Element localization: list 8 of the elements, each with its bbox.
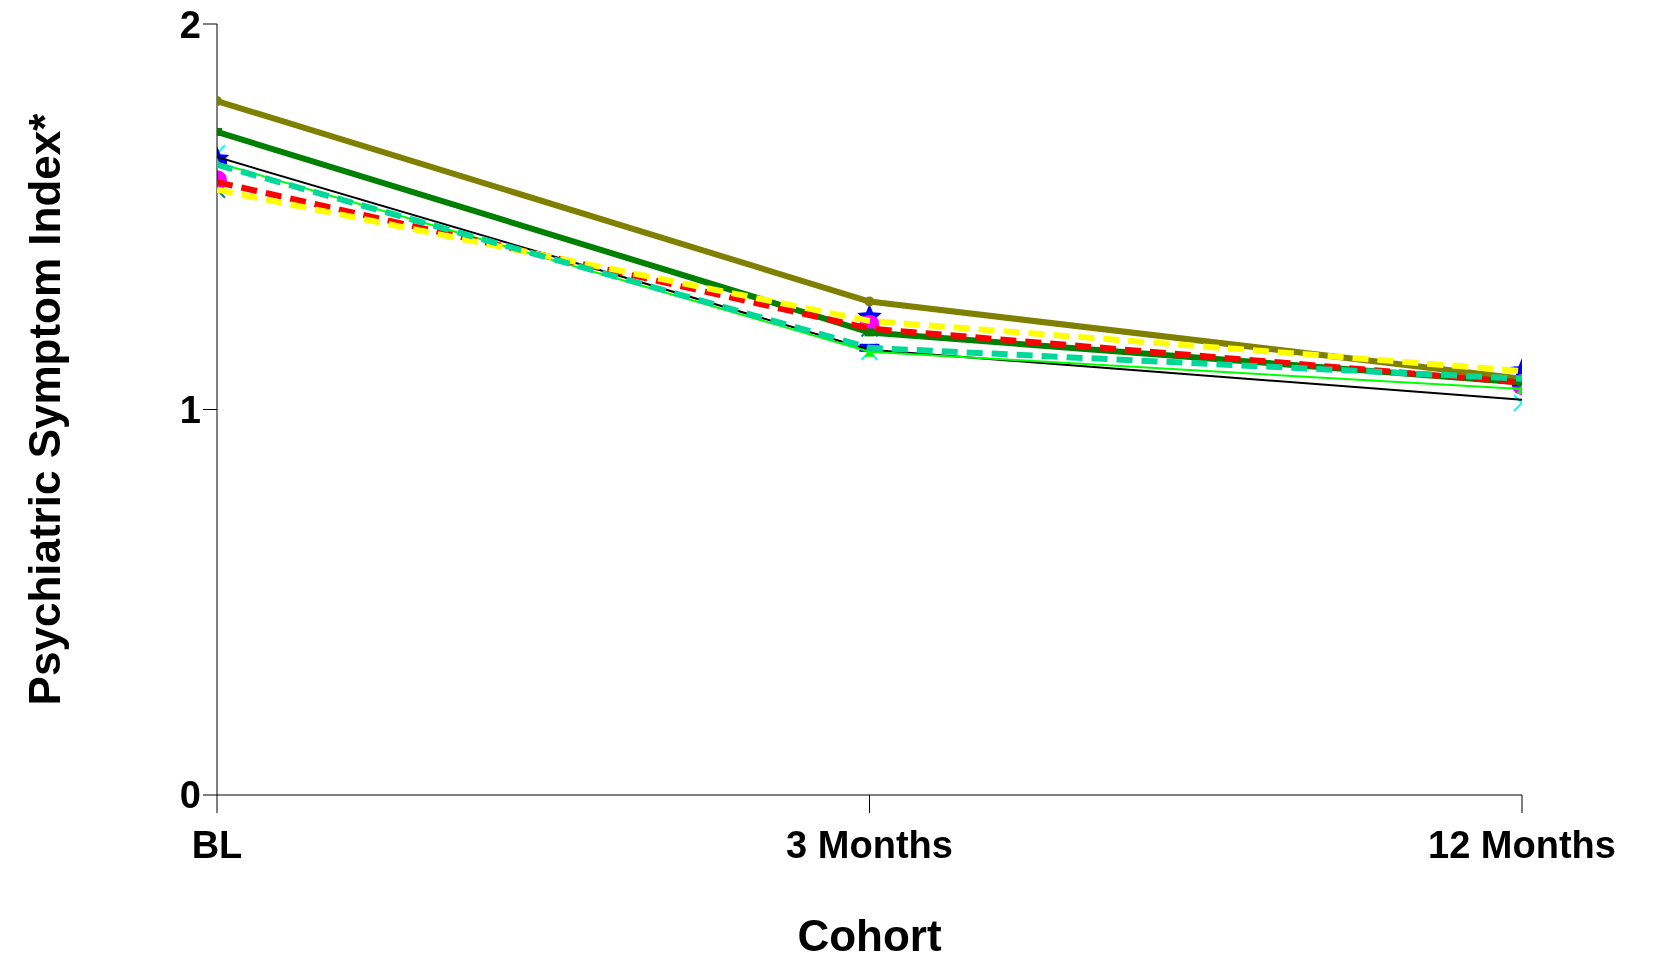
x-tick-label: 12 Months	[1428, 823, 1616, 866]
x-tick-label: BL	[191, 823, 243, 866]
y-tick-label: 2	[179, 3, 201, 46]
x-axis-title: Cohort	[797, 911, 942, 960]
y-tick-label: 1	[179, 388, 201, 431]
y-tick-label: 0	[179, 774, 201, 817]
y-axis-title: Psychiatric Symptom Index*	[19, 112, 69, 706]
x-tick-label: 3 Months	[786, 823, 953, 866]
